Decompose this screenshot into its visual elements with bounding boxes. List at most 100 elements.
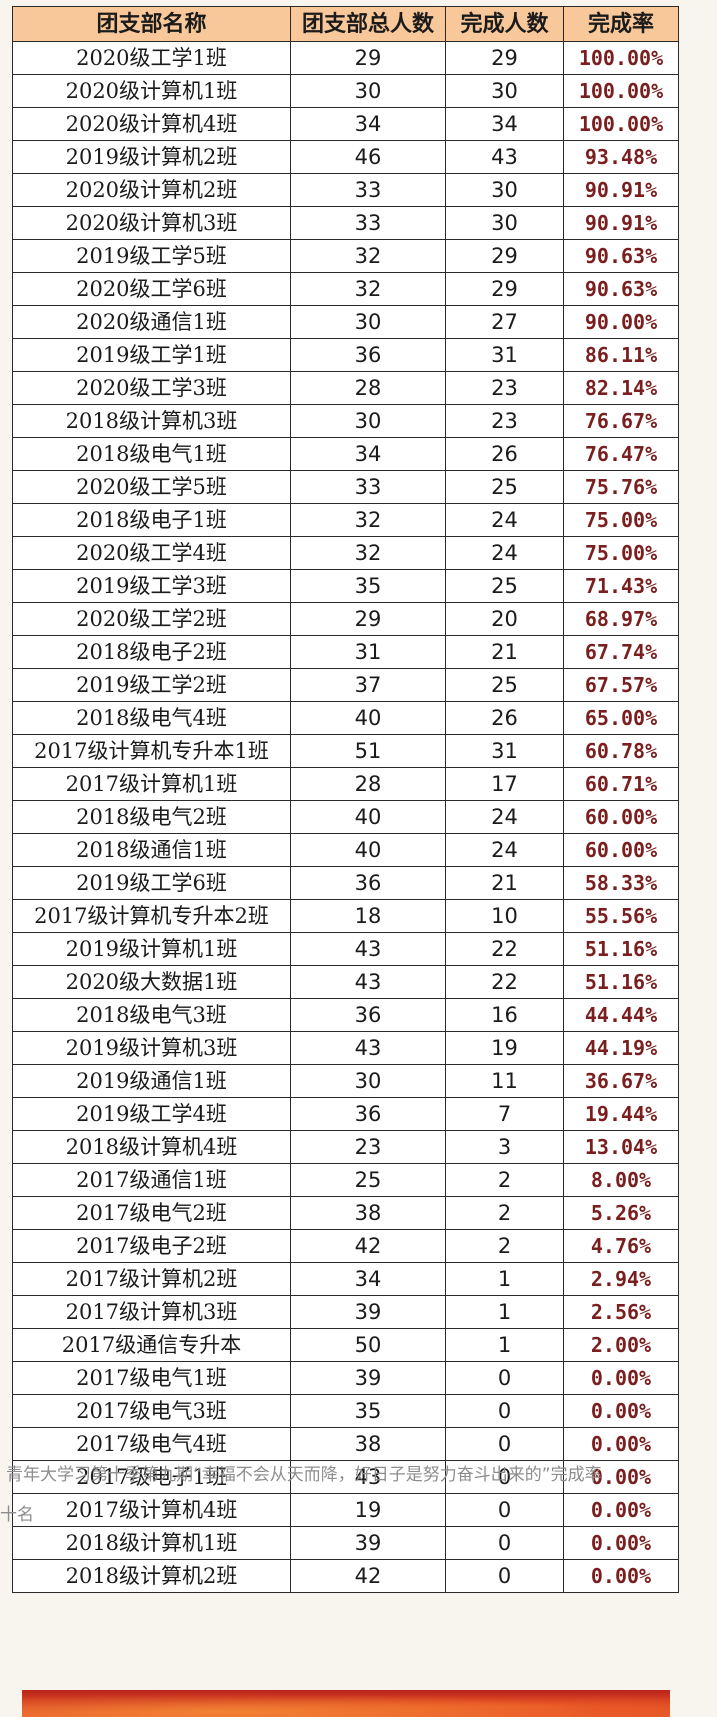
table-row: 2019级工学1班 36 31 86.11% xyxy=(12,338,679,372)
branch-name-cell: 2020级计算机4班 xyxy=(12,107,291,141)
branch-name-cell: 2017级电子2班 xyxy=(12,1229,291,1263)
table-row: 2020级大数据1班 43 22 51.16% xyxy=(12,965,679,999)
branch-name-cell: 2018级计算机2班 xyxy=(12,1559,291,1593)
branch-name-cell: 2020级计算机1班 xyxy=(12,74,291,108)
total-members-cell: 43 xyxy=(290,965,446,999)
branch-name-cell: 2020级大数据1班 xyxy=(12,965,291,999)
table-row: 2018级计算机2班 42 0 0.00% xyxy=(12,1559,679,1593)
completion-rate-cell: 90.91% xyxy=(563,206,679,240)
branch-name-cell: 2017级通信专升本 xyxy=(12,1328,291,1362)
branch-name-cell: 2018级通信1班 xyxy=(12,833,291,867)
total-members-cell: 42 xyxy=(290,1229,446,1263)
completed-count-cell: 24 xyxy=(445,503,564,537)
table-row: 2017级计算机专升本2班 18 10 55.56% xyxy=(12,899,679,933)
branch-name-cell: 2020级工学4班 xyxy=(12,536,291,570)
completion-rate-cell: 19.44% xyxy=(563,1097,679,1131)
total-members-cell: 31 xyxy=(290,635,446,669)
completion-rate-cell: 0.00% xyxy=(563,1394,679,1428)
image-caption: 青年大学习第十季第九期“幸福不会从天而降，好日子是努力奋斗出来的”完成率 十名 xyxy=(0,1455,717,1535)
completion-rate-cell: 51.16% xyxy=(563,965,679,999)
caption-line-2: 十名 xyxy=(0,1505,34,1525)
total-members-cell: 30 xyxy=(290,305,446,339)
completion-rate-cell: 76.47% xyxy=(563,437,679,471)
completion-rate-table-container: 团支部名称 团支部总人数 完成人数 完成率 2020级工学1班 29 29 100.0… xyxy=(12,6,679,1593)
branch-name-cell: 2019级工学4班 xyxy=(12,1097,291,1131)
table-row: 2019级计算机3班 43 19 44.19% xyxy=(12,1031,679,1065)
branch-name-cell: 2017级电子1班 xyxy=(12,1460,291,1494)
total-members-cell: 28 xyxy=(290,371,446,405)
completed-count-cell: 25 xyxy=(445,668,564,702)
branch-name-cell: 2017级计算机2班 xyxy=(12,1262,291,1296)
table-row: 2018级电气4班 40 26 65.00% xyxy=(12,701,679,735)
table-row: 2017级计算机2班 34 1 2.94% xyxy=(12,1262,679,1296)
completion-rate-cell: 75.00% xyxy=(563,503,679,537)
total-members-cell: 39 xyxy=(290,1295,446,1329)
completion-rate-cell: 60.78% xyxy=(563,734,679,768)
table-row: 2019级工学3班 35 25 71.43% xyxy=(12,569,679,603)
table-row: 2017级电气3班 35 0 0.00% xyxy=(12,1394,679,1428)
total-members-cell: 46 xyxy=(290,140,446,174)
completion-rate-cell: 51.16% xyxy=(563,932,679,966)
completed-count-cell: 21 xyxy=(445,635,564,669)
completion-rate-cell: 0.00% xyxy=(563,1559,679,1593)
total-members-cell: 36 xyxy=(290,1097,446,1131)
table-header: 团支部名称 团支部总人数 完成人数 完成率 xyxy=(12,6,679,42)
total-members-cell: 51 xyxy=(290,734,446,768)
completion-rate-cell: 71.43% xyxy=(563,569,679,603)
total-members-cell: 23 xyxy=(290,1130,446,1164)
total-members-cell: 43 xyxy=(290,1031,446,1065)
completed-count-cell: 1 xyxy=(445,1262,564,1296)
completed-count-cell: 24 xyxy=(445,833,564,867)
total-members-cell: 29 xyxy=(290,602,446,636)
completed-count-cell: 22 xyxy=(445,965,564,999)
completion-rate-cell: 0.00% xyxy=(563,1526,679,1560)
completed-count-cell: 0 xyxy=(445,1361,564,1395)
branch-name-cell: 2018级电气1班 xyxy=(12,437,291,471)
branch-name-cell: 2019级工学2班 xyxy=(12,668,291,702)
branch-name-cell: 2019级工学6班 xyxy=(12,866,291,900)
completed-count-cell: 3 xyxy=(445,1130,564,1164)
total-members-cell: 43 xyxy=(290,932,446,966)
completed-count-cell: 29 xyxy=(445,239,564,273)
branch-name-cell: 2017级计算机1班 xyxy=(12,767,291,801)
completed-count-cell: 20 xyxy=(445,602,564,636)
table-row: 2017级电子1班 43 0 0.00% xyxy=(12,1460,679,1494)
total-members-cell: 34 xyxy=(290,1262,446,1296)
total-members-cell: 42 xyxy=(290,1559,446,1593)
completed-count-cell: 26 xyxy=(445,437,564,471)
total-members-cell: 28 xyxy=(290,767,446,801)
table-row: 2019级工学6班 36 21 58.33% xyxy=(12,866,679,900)
total-members-cell: 32 xyxy=(290,239,446,273)
total-members-cell: 37 xyxy=(290,668,446,702)
table-row: 2018级电气1班 34 26 76.47% xyxy=(12,437,679,471)
completed-count-cell: 0 xyxy=(445,1493,564,1527)
completion-rate-cell: 44.44% xyxy=(563,998,679,1032)
branch-name-cell: 2018级电气4班 xyxy=(12,701,291,735)
table-row: 2018级电子1班 32 24 75.00% xyxy=(12,503,679,537)
total-members-cell: 33 xyxy=(290,206,446,240)
completed-count-cell: 31 xyxy=(445,338,564,372)
table-row: 2020级计算机3班 33 30 90.91% xyxy=(12,206,679,240)
completion-rate-cell: 5.26% xyxy=(563,1196,679,1230)
completion-rate-cell: 100.00% xyxy=(563,41,679,75)
total-members-cell: 39 xyxy=(290,1361,446,1395)
total-members-cell: 40 xyxy=(290,833,446,867)
total-members-cell: 36 xyxy=(290,866,446,900)
table-row: 2018级电气2班 40 24 60.00% xyxy=(12,800,679,834)
total-members-cell: 19 xyxy=(290,1493,446,1527)
table-row: 2020级计算机4班 34 34 100.00% xyxy=(12,107,679,141)
completion-rate-cell: 100.00% xyxy=(563,74,679,108)
header-completed-count: 完成人数 xyxy=(445,6,564,42)
total-members-cell: 33 xyxy=(290,173,446,207)
branch-name-cell: 2017级电气3班 xyxy=(12,1394,291,1428)
completion-rate-cell: 67.57% xyxy=(563,668,679,702)
completed-count-cell: 25 xyxy=(445,569,564,603)
total-members-cell: 30 xyxy=(290,404,446,438)
total-members-cell: 40 xyxy=(290,701,446,735)
completed-count-cell: 19 xyxy=(445,1031,564,1065)
total-members-cell: 43 xyxy=(290,1460,446,1494)
table-row: 2020级通信1班 30 27 90.00% xyxy=(12,305,679,339)
completion-rate-cell: 2.94% xyxy=(563,1262,679,1296)
completed-count-cell: 43 xyxy=(445,140,564,174)
caption-line-1: 青年大学习第十季第九期“幸福不会从天而降，好日子是努力奋斗出来的”完成率 xyxy=(6,1465,602,1485)
